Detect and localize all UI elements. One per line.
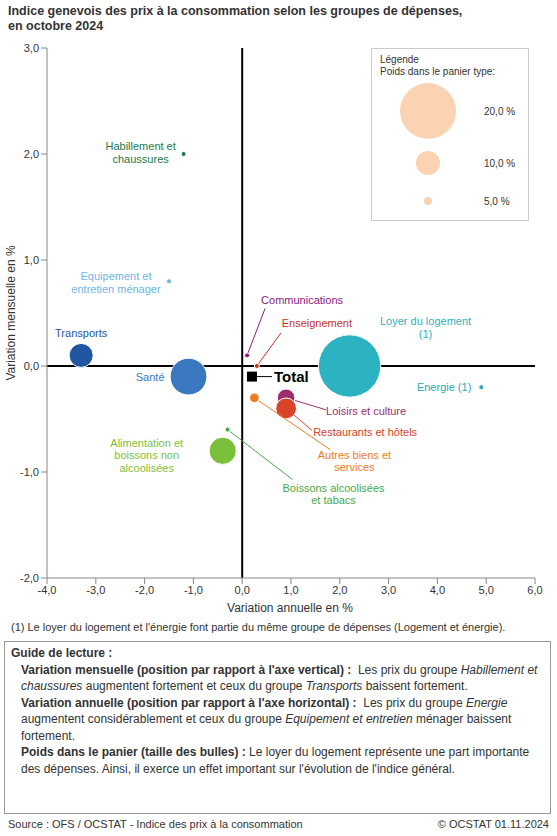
svg-text:-3,0: -3,0 — [86, 584, 105, 596]
svg-text:Légende: Légende — [380, 54, 419, 65]
html-text:en octobre 2024: en octobre 2024 — [8, 19, 104, 33]
svg-text:0,0: 0,0 — [235, 584, 250, 596]
html-text:(1) Le loyer du logement et l': (1) Le loyer du logement et l'énergie fo… — [11, 621, 506, 633]
svg-text:Transports: Transports — [55, 327, 108, 339]
svg-text:Enseignement: Enseignement — [282, 317, 352, 329]
svg-text:3,0: 3,0 — [381, 584, 396, 596]
svg-text:Energie (1): Energie (1) — [417, 381, 471, 393]
svg-text:Variation annuelle en %: Variation annuelle en % — [227, 601, 353, 615]
svg-text:3,0: 3,0 — [24, 42, 39, 54]
svg-text:4,0: 4,0 — [430, 584, 445, 596]
svg-text:-1,0: -1,0 — [184, 584, 203, 596]
html-text:© OCSTAT 01.11.2024: © OCSTAT 01.11.2024 — [437, 818, 549, 830]
svg-text:2,0: 2,0 — [24, 148, 39, 160]
svg-text:Variation mensuelle en %: Variation mensuelle en % — [8, 245, 18, 381]
svg-text:2,0: 2,0 — [332, 584, 347, 596]
svg-text:Alimentation etboissons nonalc: Alimentation etboissons nonalcoolisées — [110, 437, 183, 474]
html-text:Variation annuelle (position p: Variation annuelle (position par rapport… — [21, 695, 515, 743]
html-text:Poids dans le panier (taille d: Poids dans le panier (taille des bulles)… — [21, 745, 533, 776]
svg-text:10,0 %: 10,0 % — [484, 158, 515, 169]
svg-text:1,0: 1,0 — [24, 254, 39, 266]
svg-text:Autres biens etservices: Autres biens etservices — [318, 449, 391, 474]
svg-text:Boissons alcooliséeset tabacs: Boissons alcooliséeset tabacs — [282, 482, 385, 507]
svg-text:5,0 %: 5,0 % — [484, 196, 510, 207]
svg-text:Restaurants et hôtels: Restaurants et hôtels — [313, 426, 417, 438]
svg-text:Loisirs et culture: Loisirs et culture — [326, 405, 406, 417]
svg-text:Santé: Santé — [136, 371, 165, 383]
svg-text:-1,0: -1,0 — [20, 466, 39, 478]
svg-text:Loyer du logement(1): Loyer du logement(1) — [380, 315, 471, 340]
svg-text:Habillement etchaussures: Habillement etchaussures — [105, 140, 175, 165]
html-text:Source : OFS / OCSTAT - Indice: Source : OFS / OCSTAT - Indice des prix … — [8, 818, 303, 830]
svg-text:Communications: Communications — [261, 294, 343, 306]
svg-text:Equipement etentretien ménager: Equipement etentretien ménager — [71, 270, 161, 295]
html-text:Guide de lecture :: Guide de lecture : — [11, 646, 113, 660]
svg-text:Poids dans le panier type:: Poids dans le panier type: — [380, 66, 495, 77]
svg-text:1,0: 1,0 — [283, 584, 298, 596]
svg-text:-2,0: -2,0 — [20, 572, 39, 584]
svg-text:Total: Total — [274, 368, 309, 385]
svg-text:0,0: 0,0 — [24, 360, 39, 372]
svg-text:20,0 %: 20,0 % — [484, 106, 515, 117]
html-text:Variation mensuelle (position: Variation mensuelle (position par rappor… — [21, 662, 538, 693]
svg-text:5,0: 5,0 — [479, 584, 494, 596]
svg-text:6,0: 6,0 — [527, 584, 542, 596]
svg-text:-4,0: -4,0 — [38, 584, 57, 596]
svg-text:-2,0: -2,0 — [135, 584, 154, 596]
html-text:Indice genevois des prix à la: Indice genevois des prix à la consommati… — [8, 4, 463, 18]
